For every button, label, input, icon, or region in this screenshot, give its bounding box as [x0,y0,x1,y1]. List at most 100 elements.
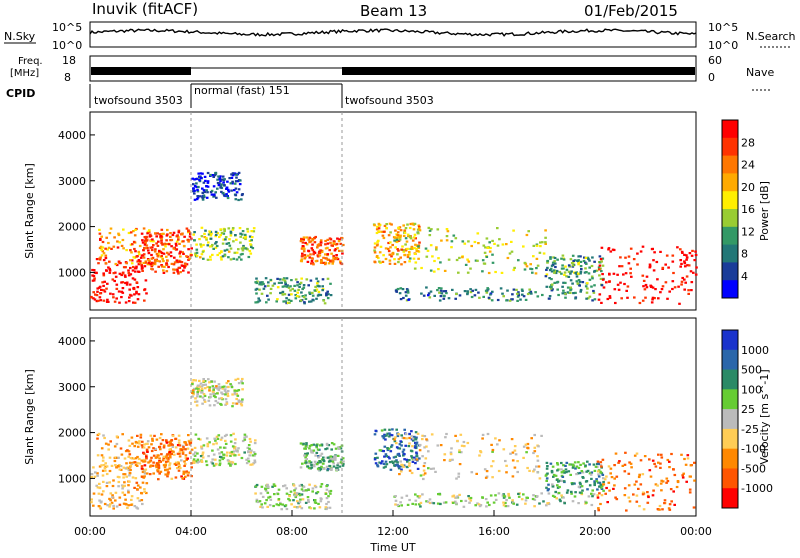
power-cell [96,287,99,290]
velocity-cell [158,436,162,440]
power-cell [136,298,140,301]
power-cell [566,291,570,294]
power-cell [225,248,229,251]
velocity-cell [438,493,442,496]
power-cell [428,296,432,299]
power-cell [199,243,202,246]
velocity-cell [448,458,452,461]
power-cell [285,297,288,300]
power-cell [207,233,211,236]
power-cell [644,296,647,299]
power-cell [210,245,214,248]
velocity-cell [607,481,611,484]
velocity-cell [376,456,379,459]
velocity-cell [305,458,308,461]
power-cell [584,256,588,259]
velocity-cell [168,464,171,467]
power-cell [96,290,99,293]
power-cell [93,298,97,301]
velocity-cell [469,496,473,500]
velocity-cell [312,443,316,446]
velocity-cell [594,465,598,468]
power-cell [150,253,153,257]
power-cell [393,262,397,265]
velocity-cell [197,388,200,391]
power-cell [415,244,419,247]
velocity-cell [437,493,440,496]
velocity-cell [241,388,244,391]
velocity-cell [106,504,109,507]
velocity-cell [102,490,105,493]
velocity-cell [170,439,174,442]
power-cell [146,263,150,266]
power-cell [681,276,684,280]
power-cell [230,173,233,176]
power-cell [252,230,256,233]
power-cell [408,260,411,263]
velocity-cell [412,439,415,442]
power-cell [222,238,225,241]
velocity-cell [418,457,421,460]
velocity-cell [128,480,131,483]
power-cell [303,253,307,257]
power-cell [160,242,163,245]
velocity-cell [152,461,155,464]
power-cell [579,265,583,268]
velocity-cell [405,494,409,497]
power-cell [200,245,203,248]
power-cell [461,256,464,259]
power-cell [608,280,611,283]
power-cbar-tick-label: 4 [741,270,748,283]
power-cell [608,296,612,299]
power-cell [373,251,377,254]
velocity-cell [477,503,481,506]
velocity-cell [266,491,270,494]
power-cell [129,249,132,252]
power-cell [221,175,225,178]
velocity-cell [195,400,199,403]
power-cell [565,268,569,271]
velocity-cell [267,496,270,499]
velocity-cell [178,452,181,455]
power-cell [143,236,147,239]
power-cell [149,240,153,243]
power-cell [330,252,333,255]
velocity-cell [598,481,602,484]
cpid-segment-3: twofsound 3503 [345,94,434,107]
velocity-cell [243,433,247,436]
velocity-cell [327,444,331,447]
power-cell [260,292,264,295]
power-cell [121,287,125,290]
velocity-cell [408,464,411,467]
power-cell [617,288,621,291]
power-cell [564,265,567,268]
velocity-cell [457,475,460,478]
power-cell [302,286,306,289]
power-cell [510,298,513,301]
power-cell [209,237,213,240]
velocity-cell [421,493,424,496]
velocity-cell [380,429,384,432]
velocity-cell [190,466,193,469]
power-cell [196,188,199,191]
velocity-cell [105,481,109,484]
power-cell [267,284,270,287]
velocity-cell [109,503,112,506]
velocity-cell [191,381,194,384]
velocity-cell [681,476,685,479]
power-cell [375,228,379,231]
velocity-cell [637,475,641,479]
velocity-cell [208,404,212,407]
power-cell [401,288,405,291]
velocity-cell [615,475,619,478]
power-cell [318,285,321,288]
power-cell [150,267,153,270]
power-cell [522,295,526,298]
power-cell [101,246,105,249]
velocity-cbar-tick-label: 100 [741,383,762,396]
power-cell [482,244,486,247]
power-cell [235,191,239,194]
power-cell [444,290,448,293]
velocity-cell [114,464,117,467]
velocity-cell [303,447,306,450]
